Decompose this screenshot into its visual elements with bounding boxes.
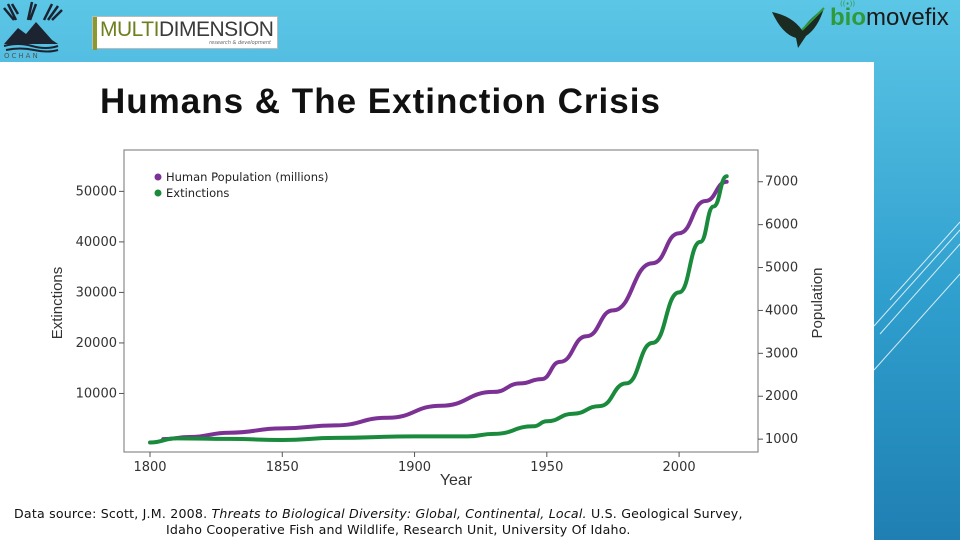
legend-label: Extinctions bbox=[166, 186, 229, 200]
left-logo-caption: OCHAN bbox=[4, 52, 40, 60]
data-source-citation: Data source: Scott, J.M. 2008. Threats t… bbox=[14, 506, 870, 538]
y-left-tick-label: 40000 bbox=[76, 235, 117, 250]
y-left-tick-label: 30000 bbox=[76, 285, 117, 300]
y-right-tick-label: 7000 bbox=[765, 175, 798, 190]
series-line-population bbox=[161, 179, 729, 442]
x-tick-label: 1800 bbox=[133, 460, 166, 475]
slide-title: Humans & The Extinction Crisis bbox=[100, 82, 661, 121]
y-right-tick-label: 4000 bbox=[765, 303, 798, 318]
multidimension-logo-tagline: research & development bbox=[209, 40, 271, 46]
x-tick-label: 1850 bbox=[266, 460, 299, 475]
biomovefix-logo: ((•)) biomovefix bbox=[768, 0, 954, 50]
y-right-tick-label: 2000 bbox=[765, 389, 798, 404]
source-suffix: U.S. Geological Survey, bbox=[586, 506, 743, 521]
source-line-2: Idaho Cooperative Fish and Wildlife, Res… bbox=[166, 522, 631, 537]
y-axis-left-label: Extinctions bbox=[49, 267, 66, 340]
left-logo: OCHAN bbox=[0, 0, 70, 62]
y-right-tick-label: 5000 bbox=[765, 261, 798, 276]
legend-marker bbox=[154, 189, 162, 197]
x-tick-label: 2000 bbox=[663, 460, 696, 475]
series-line-extinctions bbox=[148, 174, 729, 445]
y-left-tick-label: 50000 bbox=[76, 184, 117, 199]
x-tick-label: 1900 bbox=[398, 460, 431, 475]
header-bar: OCHAN MULTIDIMENSION research & developm… bbox=[0, 0, 960, 62]
y-left-tick-label: 10000 bbox=[76, 386, 117, 401]
y-axis-right-label: Population bbox=[809, 268, 826, 339]
y-left-tick-label: 20000 bbox=[76, 336, 117, 351]
legend-marker bbox=[154, 173, 162, 181]
extinction-chart: 1800 1850 1900 1950 2000 10000 20000 30000 40000… bbox=[49, 149, 826, 489]
y-right-tick-label: 3000 bbox=[765, 346, 798, 361]
plot-frame bbox=[123, 149, 759, 453]
multidimension-logo: MULTIDIMENSION research & development bbox=[92, 16, 278, 50]
bird-icon bbox=[772, 7, 825, 48]
multidimension-logo-bar bbox=[93, 17, 97, 50]
multidimension-logo-name: MULTIDIMENSION bbox=[100, 18, 274, 41]
river-mountain-logo-icon bbox=[3, 1, 63, 53]
x-tick-label: 1950 bbox=[530, 460, 563, 475]
slide-content: Humans & The Extinction Crisis 1800 1850 1… bbox=[0, 62, 874, 540]
legend-label: Human Population (millions) bbox=[166, 170, 328, 184]
source-prefix: Data source: Scott, J.M. 2008. bbox=[14, 506, 212, 521]
source-title: Threats to Biological Diversity: Global,… bbox=[211, 506, 587, 521]
y-right-tick-label: 1000 bbox=[765, 432, 798, 447]
x-axis-label: Year bbox=[440, 472, 473, 489]
decorative-lines bbox=[873, 221, 960, 371]
signal-icon: ((•)) bbox=[840, 0, 856, 8]
biomovefix-logo-text: biomovefix bbox=[830, 4, 949, 31]
y-right-tick-label: 6000 bbox=[765, 218, 798, 233]
